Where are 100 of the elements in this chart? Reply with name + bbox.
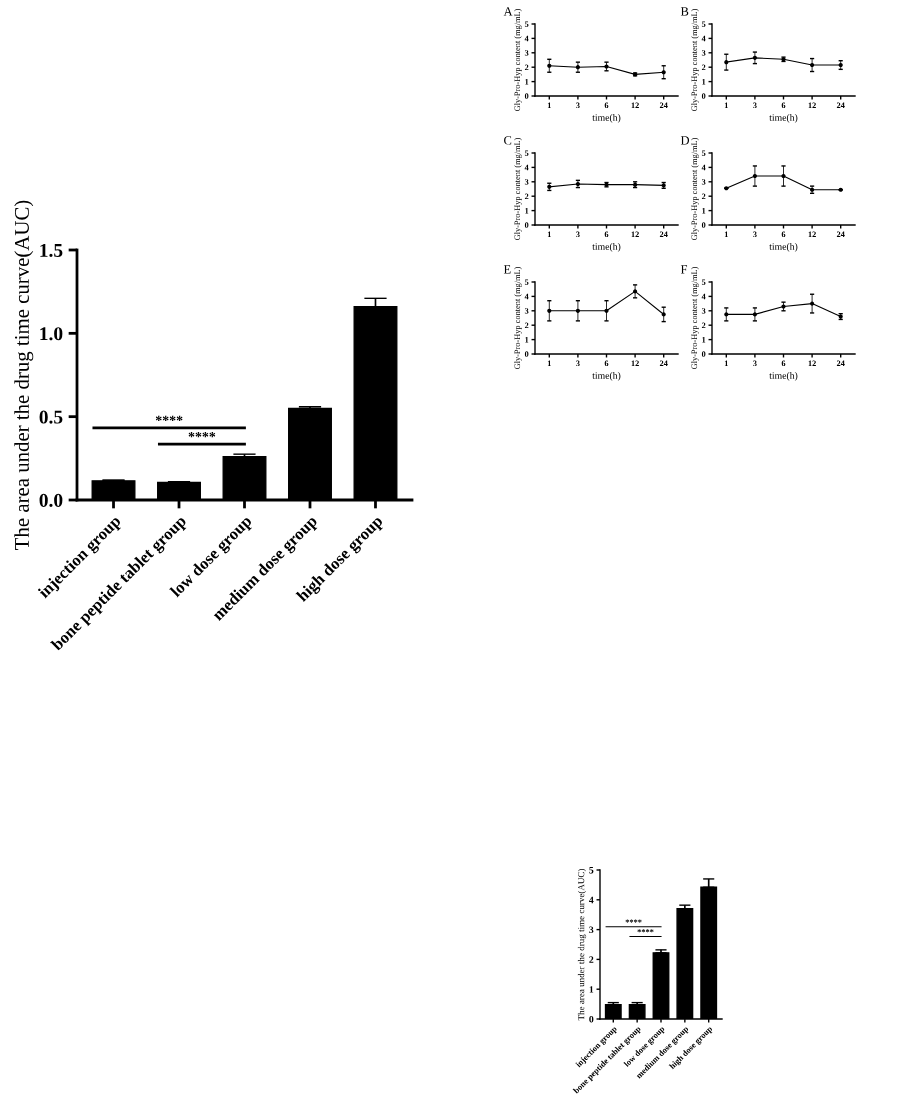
y-tick-label: 3 xyxy=(524,308,529,314)
y-tick-label: 4 xyxy=(589,896,594,904)
x-tick-label: 6 xyxy=(781,102,786,109)
y-tick-label: 3 xyxy=(524,179,529,185)
y-tick-label: 5 xyxy=(589,867,594,874)
x-axis-title: time(h) xyxy=(592,242,621,252)
y-tick-label: 5 xyxy=(701,279,706,285)
x-axis-title: time(h) xyxy=(769,371,798,381)
y-tick-label: 0 xyxy=(701,222,706,228)
y-tick-label: 0 xyxy=(701,351,706,357)
y-tick-label: 0 xyxy=(524,222,529,228)
annotation: **** xyxy=(155,415,183,422)
x-tick-label: 24 xyxy=(659,102,668,109)
y-tick-label: 1 xyxy=(702,207,706,214)
y-tick-label: 3 xyxy=(701,308,706,314)
y-tick-label: 1 xyxy=(525,78,529,85)
y-tick-label: 4 xyxy=(524,35,529,42)
x-tick-label: 6 xyxy=(781,360,786,367)
y-axis-title: Gly-Pro-Hyp content (mg/mL) xyxy=(514,8,522,112)
y-tick-label: 2 xyxy=(701,322,706,329)
x-tick-label: 12 xyxy=(808,231,816,238)
y-tick-label: 3 xyxy=(701,179,706,185)
x-tick-label: 3 xyxy=(753,360,757,367)
y-tick-label: 4 xyxy=(701,293,706,300)
x-tick-label: 12 xyxy=(631,360,639,367)
x-tick-label: 12 xyxy=(631,102,639,109)
x-tick-label: 24 xyxy=(659,231,668,238)
y-tick-label: 1.0 xyxy=(40,327,63,341)
x-tick-label: 24 xyxy=(836,231,845,238)
y-tick-label: 2 xyxy=(524,322,529,329)
y-tick-label: 5 xyxy=(524,279,529,285)
y-axis-title: Gly-Pro-Hyp content (mg/mL) xyxy=(691,266,699,370)
chart-title: B xyxy=(680,7,689,16)
y-tick-label: 0.5 xyxy=(39,410,63,424)
x-tick-label: 1 xyxy=(724,231,728,238)
chart-title: F xyxy=(680,265,688,274)
x-tick-label: 12 xyxy=(808,360,816,367)
x-tick-label: 3 xyxy=(753,102,757,109)
y-tick-label: 1 xyxy=(525,207,529,214)
y-axis-title: Gly-Pro-Hyp content (mg/mL) xyxy=(691,137,699,241)
x-axis-title: time(h) xyxy=(769,242,798,252)
y-tick-label: 0 xyxy=(524,93,529,99)
y-tick-label: 2 xyxy=(589,956,594,963)
y-tick-label: 2 xyxy=(701,64,706,71)
y-tick-label: 1 xyxy=(525,336,529,343)
x-tick-label: 3 xyxy=(576,231,580,238)
y-tick-label: 4 xyxy=(524,164,529,171)
x-tick-label: 6 xyxy=(604,360,609,367)
x-tick-label: 1 xyxy=(724,102,728,109)
y-tick-label: 0.0 xyxy=(39,493,63,508)
x-tick-label: 24 xyxy=(836,102,845,109)
y-axis-title: Gly-Pro-Hyp content (mg/mL) xyxy=(514,137,522,241)
y-tick-label: 5 xyxy=(524,21,529,27)
y-axis-title: Gly-Pro-Hyp content (mg/mL) xyxy=(691,8,699,112)
x-tick-label: 12 xyxy=(808,102,816,109)
x-tick-label: 3 xyxy=(753,231,757,238)
x-tick-label: 3 xyxy=(576,102,580,109)
y-axis-title: The area under the drug time curve(AUC) xyxy=(577,868,587,1021)
x-tick-label: 1 xyxy=(547,102,551,109)
x-tick-label: 6 xyxy=(781,231,786,238)
chart-title: D xyxy=(680,136,690,145)
y-tick-label: 2 xyxy=(524,193,529,200)
x-axis-title: time(h) xyxy=(592,371,621,381)
x-tick-label: 3 xyxy=(576,360,580,367)
x-tick-label: 6 xyxy=(604,102,609,109)
x-axis-title: time(h) xyxy=(592,113,621,123)
y-tick-label: 5 xyxy=(701,21,706,27)
y-tick-label: 2 xyxy=(701,193,706,200)
y-tick-label: 3 xyxy=(524,50,529,56)
y-tick-label: 0 xyxy=(524,351,529,357)
y-axis-title: Gly-Pro-Hyp content (mg/mL) xyxy=(514,266,522,370)
y-tick-label: 5 xyxy=(524,150,529,156)
annotation: **** xyxy=(188,432,216,438)
chart-title: A xyxy=(503,7,513,16)
chart-title: E xyxy=(503,265,511,274)
y-tick-label: 4 xyxy=(701,164,706,171)
x-tick-label: 24 xyxy=(659,360,668,367)
chart-title: C xyxy=(504,136,512,145)
y-tick-label: 1 xyxy=(702,78,706,85)
y-tick-label: 4 xyxy=(524,293,529,300)
annotation: **** xyxy=(625,919,642,923)
x-tick-label: 12 xyxy=(631,231,639,238)
y-axis-title: The area under the drug time curve(AUC) xyxy=(14,200,34,550)
x-tick-label: 24 xyxy=(836,360,845,367)
y-tick-label: 1 xyxy=(702,336,706,343)
y-tick-label: 1.5 xyxy=(40,243,63,258)
x-tick-label: 1 xyxy=(724,360,728,367)
x-tick-label: 1 xyxy=(547,360,551,367)
y-tick-label: 2 xyxy=(524,64,529,71)
x-axis-title: time(h) xyxy=(769,113,798,123)
y-tick-label: 0 xyxy=(701,93,706,99)
y-tick-label: 4 xyxy=(701,35,706,42)
x-tick-label: 1 xyxy=(547,231,551,238)
y-tick-label: 3 xyxy=(701,50,706,56)
y-tick-label: 3 xyxy=(589,926,594,934)
x-tick-label: 6 xyxy=(604,231,609,238)
annotation: **** xyxy=(637,929,654,933)
y-tick-label: 1 xyxy=(589,986,594,993)
y-tick-label: 5 xyxy=(701,150,706,156)
y-tick-label: 0 xyxy=(589,1015,594,1023)
